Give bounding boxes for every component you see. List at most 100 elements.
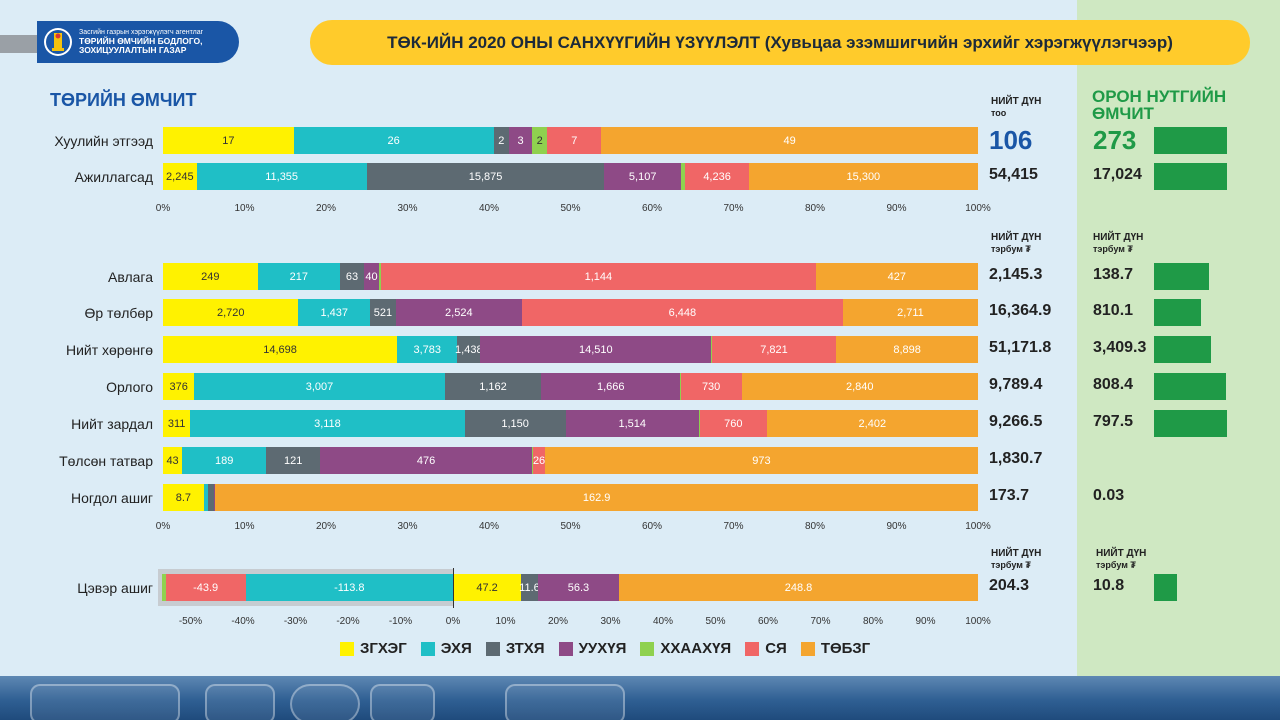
row-label: Цэвэр ашиг xyxy=(77,580,153,596)
tick-label: 70% xyxy=(723,521,744,532)
row-label: Орлого xyxy=(106,379,153,395)
row-total: 16,364.9 xyxy=(989,302,1052,319)
bar-segment: 311 xyxy=(163,410,191,437)
footer-decoration xyxy=(370,684,435,720)
tick-label: -40% xyxy=(231,616,255,627)
local-owned-title: ОРОН НУТГИЙН ӨМЧИТ xyxy=(1092,87,1227,123)
legend-swatch xyxy=(745,641,760,656)
bar-segment: 217 xyxy=(257,263,341,290)
tick-label: 100% xyxy=(965,521,991,532)
legend-label: ЭХЯ xyxy=(440,640,472,657)
bar-segment: 521 xyxy=(370,299,396,326)
bar-segment: 2 xyxy=(532,127,548,154)
bar-segment xyxy=(379,263,382,290)
bar-segment: 189 xyxy=(182,447,267,474)
tick-label: 10% xyxy=(495,616,516,627)
footer-decoration xyxy=(205,684,275,720)
tick-label: 0% xyxy=(155,203,171,214)
bar-segment: 973 xyxy=(544,447,978,474)
local-bar xyxy=(1154,263,1210,290)
bar-segment: 2,711 xyxy=(842,299,978,326)
total-header-money-2: НИЙТ ДҮН тэрбум ₮ xyxy=(991,548,1042,570)
footer-banner xyxy=(0,676,1280,720)
bar-segment xyxy=(203,484,208,511)
row-label: Хуулийн этгээд xyxy=(54,133,153,149)
row-total: 51,171.8 xyxy=(989,339,1052,356)
legend: ЗГХЭГ ЭХЯ ЗТХЯ УУХҮЯ ХХААХҮЯ СЯ ТӨБЗГ xyxy=(340,640,870,657)
bar-segment xyxy=(680,373,681,400)
bar-segment: 2,840 xyxy=(741,373,978,400)
footer-decoration xyxy=(505,684,625,720)
local-total: 0.03 xyxy=(1093,487,1125,504)
page-title: ТӨК-ИЙН 2020 ОНЫ САНХҮҮГИЙН ҮЗҮҮЛЭЛТ (Ху… xyxy=(310,20,1250,65)
bar-segment: 476 xyxy=(320,447,532,474)
bar-segment: -113.8 xyxy=(245,574,453,601)
bar-segment: -43.9 xyxy=(165,574,246,601)
legend-label: ТӨБЗГ xyxy=(820,640,871,657)
bar-segment: 6,448 xyxy=(521,299,843,326)
tick-label: 100% xyxy=(965,203,991,214)
local-total: 138.7 xyxy=(1093,266,1134,283)
legend-label: ЗГХЭГ xyxy=(360,640,407,657)
tick-label: 40% xyxy=(652,616,674,627)
tick-label: 30% xyxy=(397,521,418,532)
bar-segment: 7,821 xyxy=(711,336,837,363)
tick-label: 10% xyxy=(234,521,255,532)
agency-name-line2: ЗОХИЦУУЛАЛТЫН ГАЗАР xyxy=(79,44,187,55)
tick-label: -10% xyxy=(388,616,413,627)
tick-label: 90% xyxy=(886,521,907,532)
bar-segment: 730 xyxy=(680,373,742,400)
bar-segment: 5,107 xyxy=(604,163,681,190)
stacked-bar: 2,245 11,355 15,875 5,107 4,236 15,300 xyxy=(163,163,978,190)
row-total: 9,266.5 xyxy=(989,413,1043,430)
legend-swatch xyxy=(420,641,435,656)
legend-label: ЗТХЯ xyxy=(505,640,545,657)
tick-label: 70% xyxy=(810,616,831,627)
x-axis: 0% 10% 20% 30% 40% 50% 60% 70% 80% 90% 100% xyxy=(156,203,991,217)
agency-name-line1: ТӨРИЙН ӨМЧИЙН БОДЛОГО, xyxy=(79,35,203,46)
bar-segment: 1,437 xyxy=(298,299,371,326)
bar-segment: 3,118 xyxy=(190,410,465,437)
row-total: 204.3 xyxy=(989,577,1030,594)
row-label: Ажиллагсад xyxy=(74,169,153,185)
zero-axis-line xyxy=(453,568,454,608)
bar-segment xyxy=(531,447,534,474)
bar-segment: 249 xyxy=(163,263,258,290)
tick-label: 50% xyxy=(705,616,726,627)
tick-label: 60% xyxy=(757,616,779,627)
row-label: Нийт зардал xyxy=(71,416,153,432)
tick-label: 90% xyxy=(915,616,936,627)
bar-segment: 2,524 xyxy=(395,299,522,326)
bar-segment: 56.3 xyxy=(537,574,620,601)
bar-segment: 1,438 xyxy=(455,336,483,363)
total-header-count: НИЙТ ДҮН тоо xyxy=(991,96,1042,118)
legend-item: ЭХЯ xyxy=(420,640,472,657)
bar-segment: 1,666 xyxy=(541,373,681,400)
legend-item: ЗТХЯ xyxy=(485,640,545,657)
local-total: 808.4 xyxy=(1093,376,1134,393)
bar-segment: 121 xyxy=(266,447,321,474)
agency-subtitle: Засгийн газрын хэрэгжүүлэгч агентлаг xyxy=(79,29,204,37)
bar-segment: 1,144 xyxy=(381,263,816,290)
tick-label: 50% xyxy=(560,521,581,532)
bar-segment: 15,875 xyxy=(366,163,605,190)
tick-label: 20% xyxy=(315,521,337,532)
tick-label: 100% xyxy=(965,616,991,627)
bar-segment: 15,300 xyxy=(748,163,978,190)
state-emblem-icon xyxy=(44,28,72,56)
local-total: 17,024 xyxy=(1093,166,1142,183)
tick-label: 70% xyxy=(723,203,744,214)
row-label: Өр төлбөр xyxy=(84,305,153,321)
legend-item: ТӨБЗГ xyxy=(800,640,871,657)
agency-logo: Засгийн газрын хэрэгжүүлэгч агентлаг ТӨР… xyxy=(37,21,239,63)
local-total: 797.5 xyxy=(1093,413,1134,430)
legend-swatch xyxy=(558,641,573,656)
bar-segment: 14,510 xyxy=(480,336,712,363)
stacked-bar: 2,720 1,437 521 2,524 6,448 2,711 xyxy=(163,299,978,326)
bar-segment xyxy=(214,484,215,511)
row-label: Ногдол ашиг xyxy=(70,490,153,506)
row-total: 54,415 xyxy=(989,166,1038,183)
row-total: 1,830.7 xyxy=(989,450,1043,467)
bar-segment: 760 xyxy=(699,410,767,437)
bar-segment xyxy=(698,410,700,437)
